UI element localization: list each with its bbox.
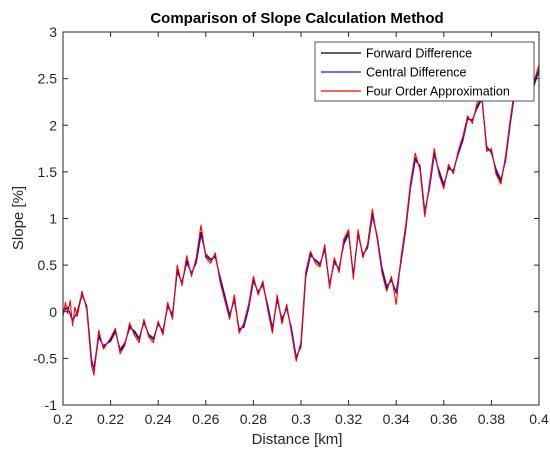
y-tick-label: 2 (49, 117, 57, 133)
series-four-order-approximation (62, 64, 540, 376)
x-tick-label: 0.34 (383, 411, 410, 427)
y-tick-label: -0.5 (33, 350, 57, 366)
x-tick-label: 0.4 (529, 411, 549, 427)
y-tick-label: 1.5 (38, 164, 58, 180)
x-tick-label: 0.22 (97, 411, 124, 427)
y-axis: -1 -0.5 0 0.5 1 1.5 2 2.5 3 (33, 24, 539, 413)
x-axis: 0.2 0.22 0.24 0.26 0.28 0.3 0.32 0.34 0.36 0.38 0.… (53, 32, 549, 427)
x-tick-label: 0.28 (240, 411, 267, 427)
y-tick-label: 2.5 (38, 71, 58, 87)
x-tick-label: 0.32 (335, 411, 362, 427)
legend: Forward Difference Central Difference Fo… (314, 41, 535, 102)
legend-label-fourth-order: Four Order Approximation (366, 85, 510, 99)
y-tick-label: 3 (49, 24, 57, 40)
y-tick-label: 0 (49, 304, 57, 320)
x-tick-label: 0.36 (430, 411, 457, 427)
y-tick-label: 1 (49, 211, 57, 227)
y-tick-label: -1 (45, 397, 58, 413)
x-tick-label: 0.24 (145, 411, 172, 427)
y-axis-label: Slope [%] (10, 186, 27, 250)
series-layer (62, 64, 540, 376)
y-tick-label: 0.5 (38, 257, 58, 273)
x-tick-label: 0.38 (478, 411, 505, 427)
chart-title: Comparison of Slope Calculation Method (150, 10, 443, 27)
x-tick-label: 0.2 (53, 411, 73, 427)
x-axis-label: Distance [km] (252, 431, 343, 448)
x-tick-label: 0.26 (192, 411, 219, 427)
legend-label-forward: Forward Difference (366, 47, 472, 61)
legend-label-central: Central Difference (366, 66, 467, 80)
x-tick-label: 0.3 (291, 411, 311, 427)
